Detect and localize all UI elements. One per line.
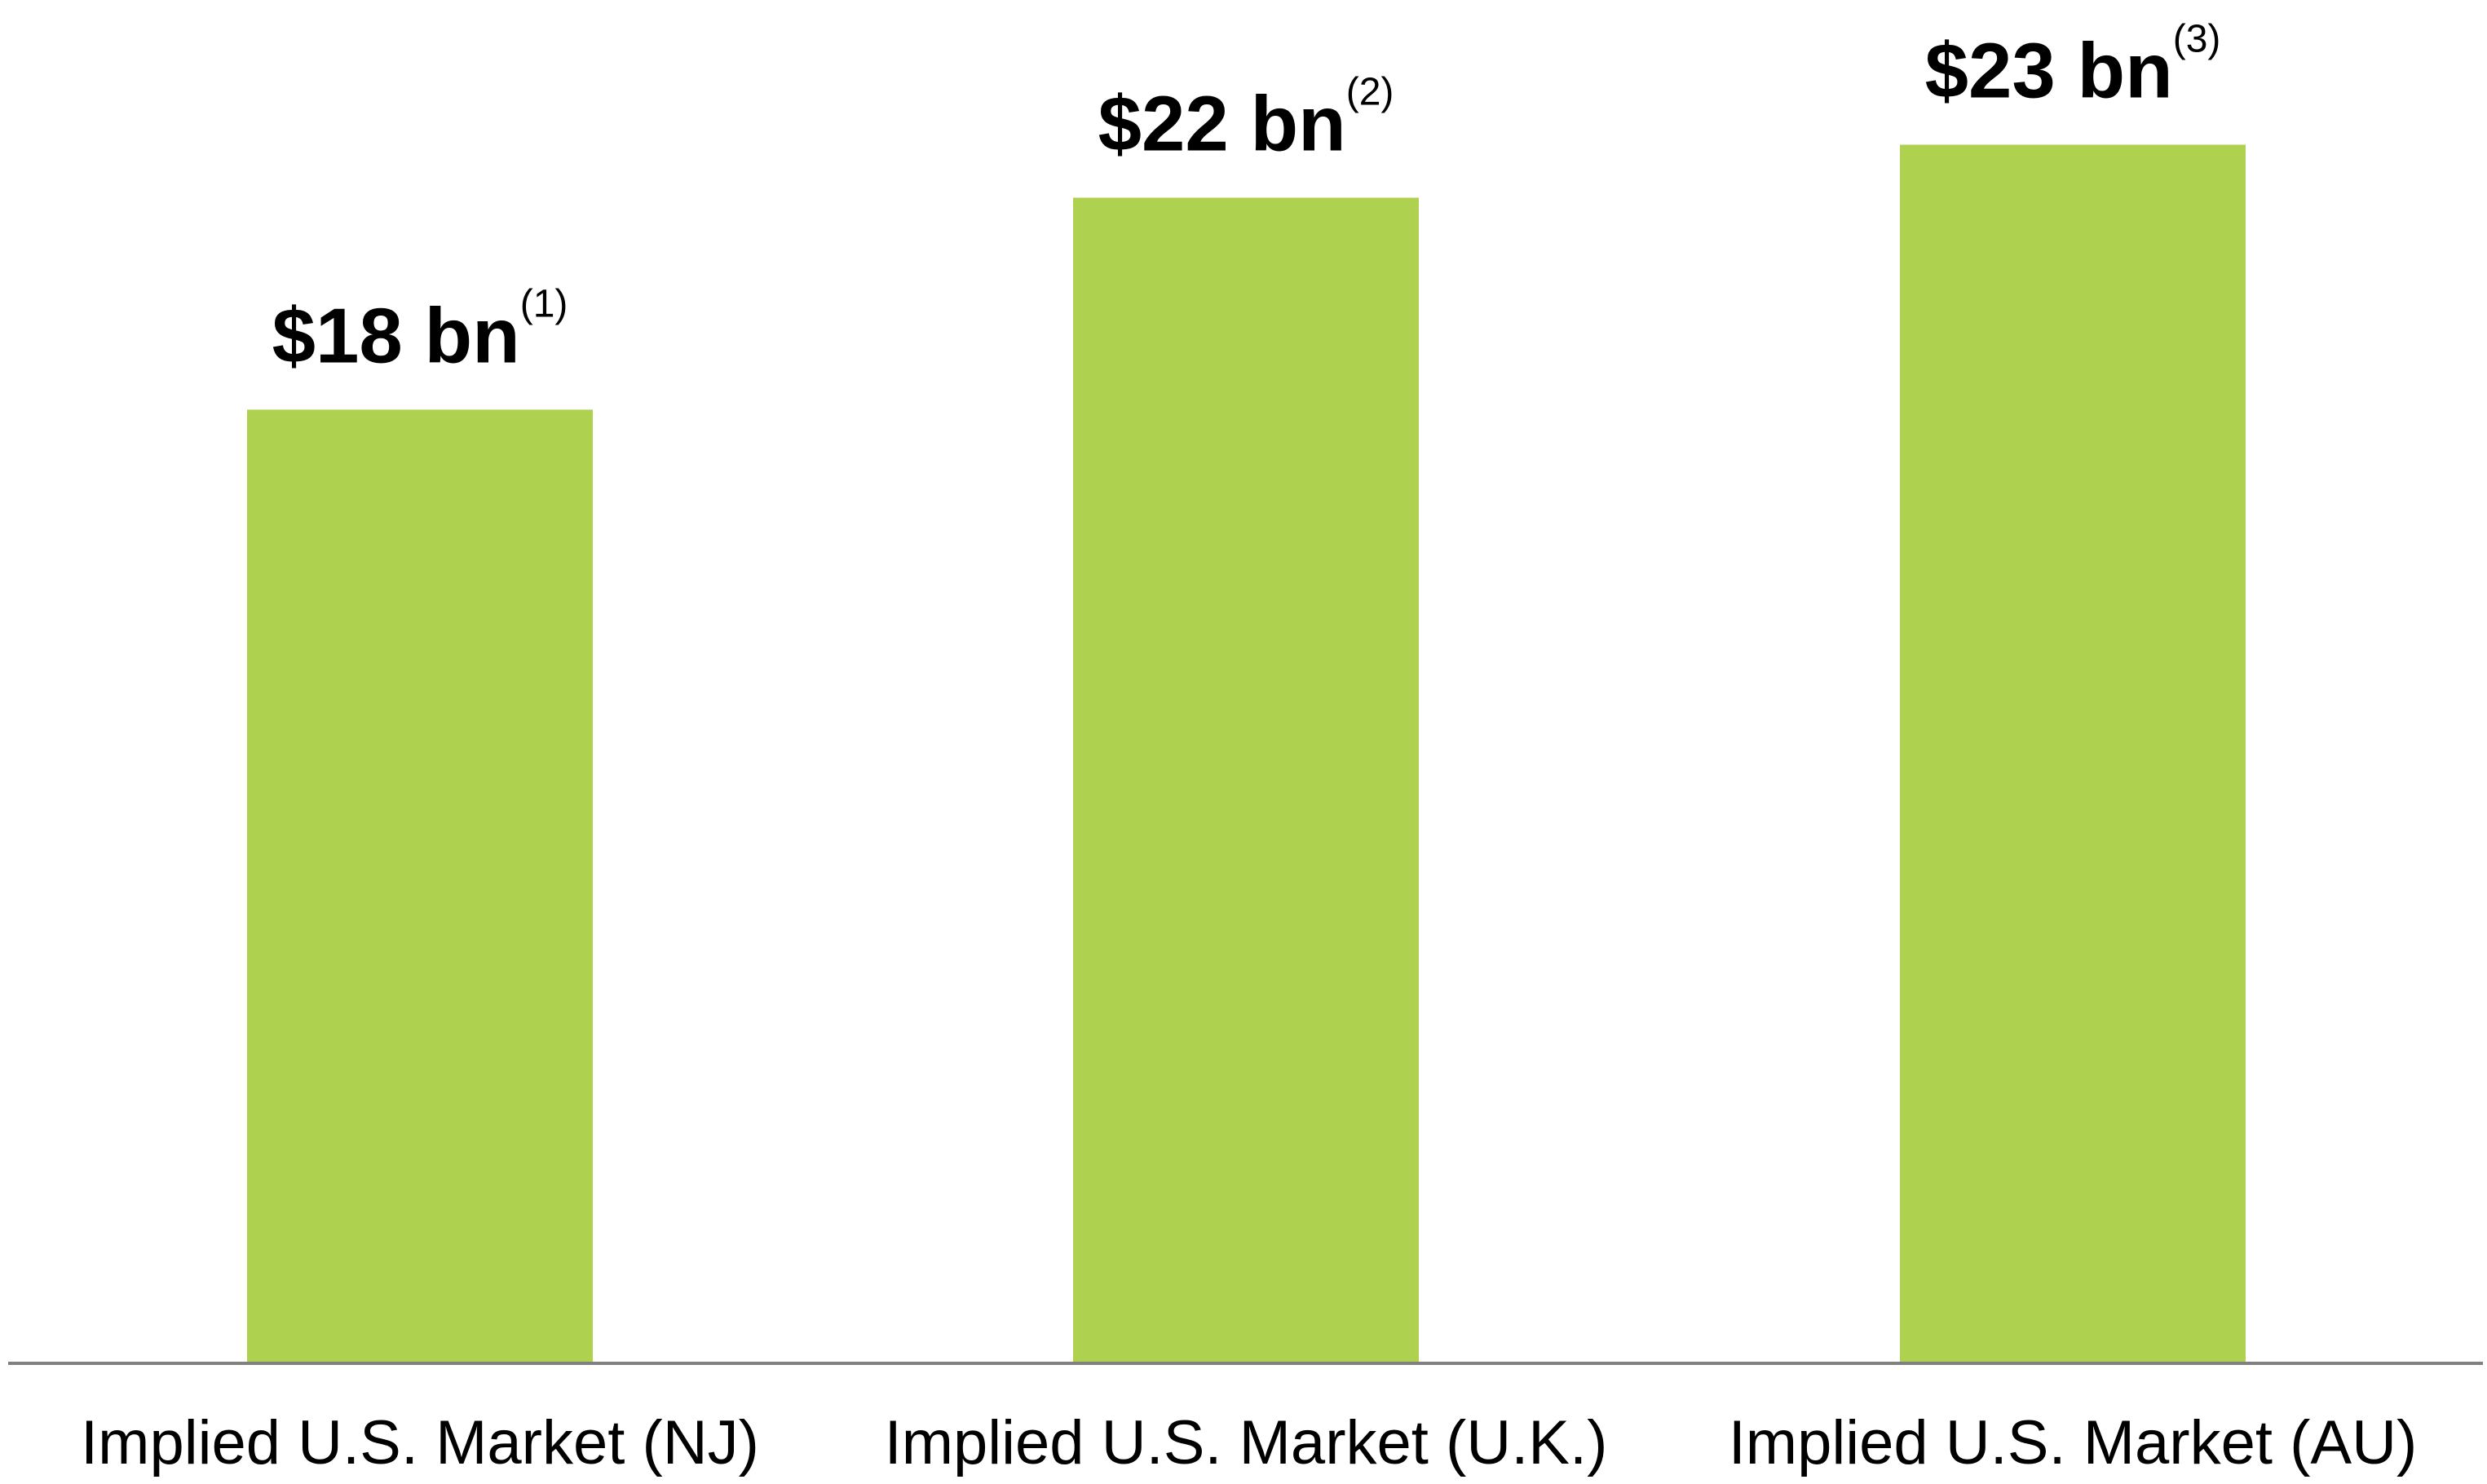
bar-value-footnote-3: (3) xyxy=(2173,17,2221,60)
bar-value-label-2: $22 bn(2) xyxy=(1098,70,1394,167)
category-label-2: Implied U.S. Market (U.K.) xyxy=(885,1408,1608,1477)
bar-2 xyxy=(1073,197,1419,1364)
bar-value-label-3: $23 bn(3) xyxy=(1925,17,2221,114)
bar-value-label-1: $18 bn(1) xyxy=(272,282,568,379)
bar-3 xyxy=(1900,144,2246,1363)
bar-value-footnote-2: (2) xyxy=(1346,70,1394,113)
bar-value-text-1: $18 bn xyxy=(272,292,520,379)
bar-value-footnote-1: (1) xyxy=(520,282,568,325)
category-label-3: Implied U.S. Market (AU) xyxy=(1729,1408,2418,1477)
bar-1 xyxy=(247,409,593,1364)
category-label-1: Implied U.S. Market (NJ) xyxy=(81,1408,759,1477)
bars-group xyxy=(247,144,2246,1364)
value-labels-group: $18 bn(1) $22 bn(2) $23 bn(3) xyxy=(272,17,2221,379)
category-labels-group: Implied U.S. Market (NJ) Implied U.S. Mar… xyxy=(81,1408,2417,1477)
bar-value-text-3: $23 bn xyxy=(1925,27,2173,114)
bar-value-text-2: $22 bn xyxy=(1098,80,1346,167)
